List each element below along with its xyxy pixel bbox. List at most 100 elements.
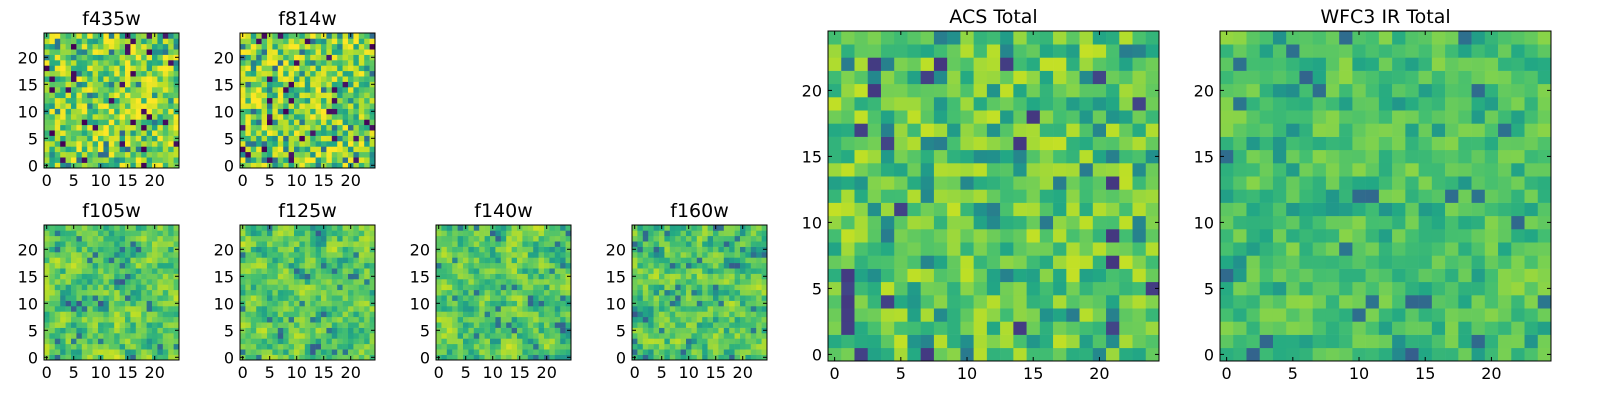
heatmap-cell [1537,229,1552,243]
heatmap-cell [277,60,284,66]
heatmap-cell [1220,347,1234,362]
heatmap-cell [637,230,644,237]
heatmap-cell [358,49,365,55]
heatmap-cell [283,225,289,231]
panel-frame [43,32,180,169]
heatmap-cell [452,262,458,269]
heatmap-cell [560,273,566,280]
heatmap-cell [348,262,354,269]
heatmap-cell [894,295,908,309]
heatmap-cell [277,230,284,237]
heatmap-cell [87,327,93,334]
heatmap-cell [152,333,158,339]
heatmap-cell [294,81,300,88]
heatmap-cell [364,257,370,264]
heatmap-cell [549,306,556,312]
heatmap-cell [446,225,453,231]
heatmap-cell [130,151,137,158]
heatmap-cell [1220,268,1234,283]
heatmap-cell [713,322,719,328]
heatmap-cell [168,338,174,345]
heatmap-cell [173,349,180,355]
heatmap-cell [761,225,768,231]
heatmap-cell [364,284,370,291]
heatmap-cell [1092,57,1107,71]
heatmap-cell [342,268,349,274]
heatmap-cell [1378,189,1393,203]
heatmap-cell [315,316,322,323]
heatmap-cell [310,124,316,131]
heatmap-cell [522,295,529,301]
heatmap-cell [1119,149,1133,164]
heatmap-cell [321,322,327,328]
heatmap-cell [71,338,77,345]
heatmap-cell [729,333,735,339]
heatmap-cell [1039,44,1054,58]
heatmap-cell [245,343,252,350]
heatmap-cell [114,230,120,237]
heatmap-cell [245,141,252,147]
heatmap-cell [986,202,1001,217]
heatmap-cell [173,225,180,231]
heatmap-cell [49,316,56,323]
heatmap-cell [960,189,974,203]
heatmap-cell [828,242,842,256]
heatmap-cell [718,225,725,231]
heatmap-cell [353,141,360,147]
heatmap-cell [544,262,550,269]
heatmap-cell [310,300,316,307]
heatmap-cell [1378,202,1393,217]
heatmap-cell [261,241,268,247]
heatmap-cell [54,316,61,323]
heatmap-cell [277,316,284,323]
heatmap-cell [119,284,126,291]
heatmap-cell [933,334,948,349]
heatmap-cell [168,97,174,104]
heatmap-cell [960,31,974,45]
heatmap-cell [369,241,376,247]
heatmap-cell [734,262,741,269]
heatmap-cell [146,349,153,355]
heatmap-cell [369,65,376,72]
heatmap-cell [538,316,545,323]
heatmap-cell [272,135,279,142]
heatmap-cell [54,289,61,296]
heatmap-cell [130,257,137,264]
heatmap-cell [745,257,752,264]
heatmap-cell [108,343,115,350]
heatmap-cell [130,262,137,269]
heatmap-cell [168,343,174,350]
heatmap-cell [60,38,66,45]
heatmap-cell [484,343,491,350]
heatmap-cell [745,279,752,285]
heatmap-cell [162,316,169,323]
heatmap-cell [522,338,529,345]
heatmap-cell [1145,110,1160,124]
heatmap-cell [669,327,676,334]
heatmap-cell [358,262,365,269]
heatmap-cell [326,87,333,93]
heatmap-cell [1220,229,1234,243]
heatmap-cell [256,157,262,163]
heatmap-cell [342,87,349,93]
heatmap-cell [479,257,485,264]
heatmap-cell [500,333,507,339]
heatmap-cell [1537,242,1552,256]
heatmap-cell [452,246,458,253]
heatmap-cell [828,295,842,309]
heatmap-cell [348,108,354,115]
heatmap-cell [49,343,56,350]
heatmap-cell [1000,321,1014,335]
heatmap-cell [1092,321,1107,335]
heatmap-cell [141,322,147,328]
heatmap-cell [71,284,77,291]
heatmap-cell [267,327,273,334]
heatmap-cell [1119,255,1133,269]
heatmap-cell [108,300,115,307]
heatmap-cell [119,343,126,350]
heatmap-cell [369,124,376,131]
heatmap-cell [1246,281,1261,296]
heatmap-cell [294,289,300,296]
heatmap-cell [1039,334,1054,349]
